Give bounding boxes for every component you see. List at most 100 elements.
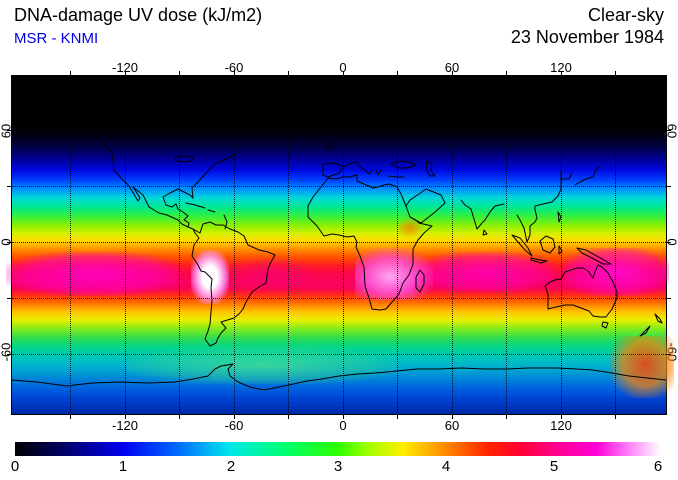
coastline-southeast-asia — [516, 169, 573, 243]
axis-tick — [666, 130, 671, 131]
axis-tick — [452, 414, 453, 419]
lat-tick-label-right: 60 — [664, 123, 678, 139]
coastline-madagascar — [415, 269, 425, 293]
gridline-vertical — [234, 76, 235, 414]
lon-tick-label-top: 60 — [444, 60, 460, 75]
coastline-sri-lanka — [482, 229, 488, 236]
coastline-antarctica — [12, 363, 666, 391]
gridline-vertical — [179, 76, 180, 414]
axis-tick — [561, 71, 562, 76]
coastline-japan — [574, 166, 600, 186]
gridline-vertical — [397, 76, 398, 414]
coastline-new-guinea — [576, 247, 612, 265]
axis-tick — [179, 71, 180, 76]
figure-source-label: MSR - KNMI — [14, 30, 99, 47]
axis-tick — [288, 414, 289, 419]
axis-tick — [397, 71, 398, 76]
axis-tick — [343, 414, 344, 419]
axis-tick — [70, 414, 71, 419]
axis-tick — [125, 71, 126, 76]
coastline-philippines — [557, 211, 562, 223]
lon-tick-label-top: 0 — [339, 60, 347, 75]
colorbar-tick-label: 0 — [10, 458, 20, 475]
axis-tick — [179, 414, 180, 419]
lon-tick-label-bottom: -120 — [111, 418, 139, 433]
coastline-sumatra — [511, 234, 533, 257]
axis-tick — [234, 414, 235, 419]
axis-tick — [70, 71, 71, 76]
colorbar-tick-label: 4 — [441, 458, 451, 475]
axis-tick — [7, 242, 12, 243]
colorbar-tick-label: 5 — [549, 458, 559, 475]
gridline-vertical — [125, 76, 126, 414]
axis-tick — [666, 242, 671, 243]
great-lakes — [174, 155, 194, 163]
lon-tick-label-bottom: 0 — [339, 418, 347, 433]
condition-label: Clear-sky — [587, 5, 664, 25]
coastline-south-america — [191, 221, 276, 347]
gridline-horizontal — [12, 298, 666, 299]
map-grid-layer — [12, 76, 666, 414]
gridline-horizontal — [12, 354, 666, 355]
coastline-new-zealand — [639, 313, 663, 337]
coastline-borneo — [539, 235, 556, 254]
coastline-north-america — [95, 135, 237, 230]
coastline-britain — [325, 141, 334, 151]
coastline-sulawesi — [558, 245, 563, 255]
axis-tick — [615, 71, 616, 76]
axis-tick — [234, 71, 235, 76]
lon-tick-label-bottom: -60 — [224, 418, 244, 433]
colorbar-tick-label: 2 — [226, 458, 236, 475]
coastline-africa — [307, 174, 433, 311]
caspian-sea — [425, 160, 436, 177]
lat-tick-label-right: -60 — [664, 342, 678, 362]
axis-tick — [7, 354, 12, 355]
colorbar-gradient — [15, 442, 661, 456]
colorbar-tick-label: 3 — [333, 458, 343, 475]
axis-tick — [506, 414, 507, 419]
axis-tick — [615, 414, 616, 419]
lon-tick-label-top: -120 — [111, 60, 139, 75]
figure-title: DNA-damage UV dose (kJ/m2) — [14, 5, 263, 25]
axis-tick — [7, 298, 12, 299]
axis-tick — [7, 186, 12, 187]
axis-tick — [125, 414, 126, 419]
gridline-vertical — [561, 76, 562, 414]
axis-tick — [666, 354, 671, 355]
gridline-horizontal — [12, 242, 666, 243]
gridline-vertical — [288, 76, 289, 414]
axis-tick — [7, 130, 12, 131]
gridline-vertical — [615, 76, 616, 414]
coastline-iberia — [322, 162, 345, 178]
coastlines-svg — [12, 135, 666, 391]
gridline-vertical — [343, 76, 344, 414]
coastline-arabia — [405, 188, 446, 224]
gridline-vertical — [70, 76, 71, 414]
coastline-australia — [544, 264, 618, 318]
axis-tick — [288, 71, 289, 76]
axis-tick — [506, 71, 507, 76]
black-sea — [390, 160, 417, 169]
colorbar-tick-label: 1 — [118, 458, 128, 475]
coastline-italy-greece — [343, 161, 405, 178]
coastline-java — [530, 257, 548, 264]
axis-tick — [452, 71, 453, 76]
axis-tick — [561, 414, 562, 419]
gridline-horizontal — [12, 186, 666, 187]
axis-tick — [397, 414, 398, 419]
lon-tick-label-top: 120 — [550, 60, 572, 75]
gridline-horizontal — [12, 130, 666, 131]
lon-tick-label-bottom: 120 — [550, 418, 572, 433]
gridline-vertical — [506, 76, 507, 414]
axis-tick — [666, 298, 671, 299]
gridline-vertical — [452, 76, 453, 414]
uv-dose-world-map — [6, 71, 674, 419]
axis-tick — [666, 186, 671, 187]
coastline-tasmania — [601, 321, 609, 329]
date-label: 23 November 1984 — [510, 27, 664, 47]
colorbar-tick-label: 6 — [653, 458, 663, 475]
coastline-india — [460, 199, 505, 230]
axis-tick — [343, 71, 344, 76]
lon-tick-label-top: -60 — [224, 60, 244, 75]
